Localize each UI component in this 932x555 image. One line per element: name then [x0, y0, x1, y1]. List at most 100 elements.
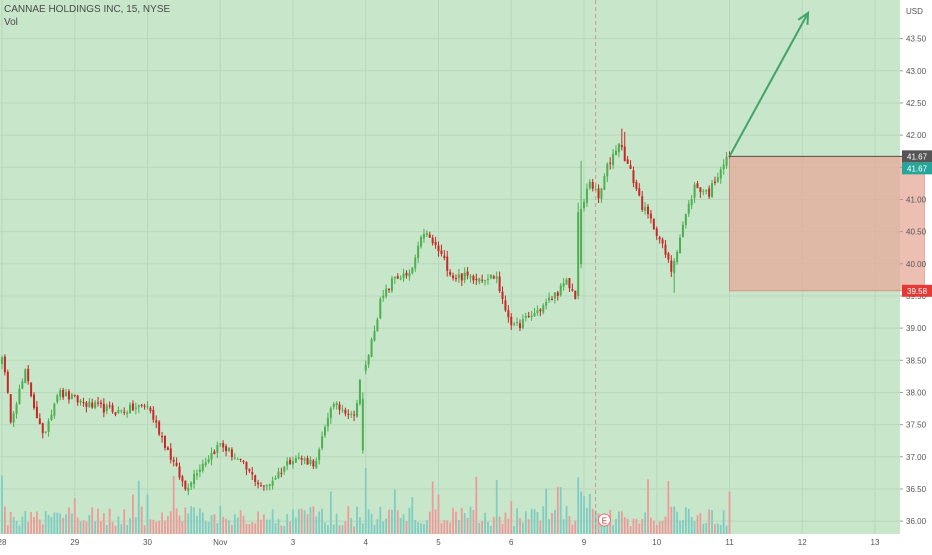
projection-arrow-head	[797, 10, 810, 25]
candle-body	[606, 163, 609, 177]
volume-bar	[137, 480, 140, 534]
volume-bar	[431, 481, 434, 534]
time-axis-panel[interactable]	[0, 534, 900, 550]
volume-bar	[487, 521, 489, 534]
price-axis-tick-label: 37.50	[906, 421, 927, 430]
volume-bar	[510, 501, 513, 534]
volume-bar	[117, 516, 120, 534]
candle-body	[76, 395, 79, 403]
volume-bar	[297, 509, 300, 534]
volume-bar	[618, 511, 620, 534]
candle-body	[50, 414, 53, 421]
volume-bar	[236, 517, 239, 534]
volume-bar	[152, 519, 155, 534]
volume-bar	[111, 522, 114, 534]
volume-bar	[225, 518, 227, 534]
volume-bar	[367, 509, 370, 534]
candle-body	[91, 402, 94, 408]
candle-body	[716, 177, 719, 183]
candle-body	[408, 273, 411, 277]
candle-body	[297, 457, 300, 459]
candle-body	[18, 388, 21, 405]
volume-bar	[591, 508, 594, 534]
volume-bar	[248, 523, 251, 534]
volume-bar	[268, 519, 271, 534]
candle-body	[565, 279, 568, 285]
candle-body	[469, 276, 472, 278]
projection-arrow-line[interactable]	[728, 12, 809, 157]
candle-body	[527, 315, 530, 317]
candle-body	[649, 213, 652, 219]
candle-body	[623, 146, 626, 161]
earnings-marker-icon[interactable]	[597, 513, 611, 527]
candle-body	[626, 159, 629, 164]
volume-bar	[414, 520, 417, 534]
price-axis-tick-label: 36.50	[906, 485, 927, 494]
candle-body	[271, 480, 274, 486]
candle-body	[638, 188, 641, 196]
volume-bar	[484, 512, 486, 534]
volume-bar	[644, 512, 647, 534]
candle-body	[521, 319, 524, 328]
candle-body	[478, 278, 481, 282]
volume-bar	[277, 518, 280, 534]
candle-body	[79, 400, 82, 403]
candle-body	[713, 181, 716, 183]
volume-bar	[699, 512, 702, 534]
candle-body	[338, 404, 341, 410]
candle-body	[44, 431, 47, 433]
candle-body	[204, 462, 207, 466]
volume-bar	[583, 496, 585, 534]
candle-body	[443, 255, 446, 259]
volume-bar	[606, 522, 609, 534]
volume-bar	[21, 516, 24, 534]
time-axis-label: 29	[70, 538, 79, 547]
candle-body	[617, 143, 620, 153]
volume-bar	[88, 514, 91, 534]
time-axis-label: 12	[798, 538, 807, 547]
candle-body	[242, 461, 245, 463]
volume-bar	[318, 511, 321, 534]
price-axis-tick-label: 40.00	[906, 260, 927, 269]
volume-bar	[388, 509, 390, 534]
time-axis-label: 30	[143, 538, 152, 547]
volume-bar	[501, 523, 504, 534]
candle-body	[6, 371, 9, 393]
candle-body	[262, 485, 265, 487]
candle-body	[615, 150, 618, 155]
candle-body	[696, 183, 699, 189]
volume-bar	[361, 523, 364, 534]
volume-bar	[303, 510, 306, 534]
volume-bar	[257, 511, 259, 534]
volume-bar	[12, 516, 15, 534]
candle-body	[315, 460, 318, 468]
volume-bar	[312, 506, 315, 534]
candle-body	[184, 480, 187, 490]
candle-body	[222, 443, 225, 448]
volume-bar	[251, 521, 254, 534]
volume-bar	[143, 525, 146, 534]
candle-body	[187, 487, 190, 491]
volume-bar	[129, 518, 131, 534]
volume-bar	[440, 523, 443, 534]
candle-body	[574, 290, 577, 300]
candle-body	[571, 288, 574, 291]
candle-body	[405, 272, 408, 276]
candle-body	[335, 402, 338, 406]
volume-bar	[719, 525, 722, 534]
risk-zone-box[interactable]	[729, 155, 925, 292]
volume-bar	[449, 522, 452, 534]
volume-bar	[70, 513, 73, 534]
volume-bar	[9, 512, 12, 534]
candle-body	[30, 382, 33, 397]
volume-bar	[452, 507, 454, 534]
volume-bar	[79, 521, 82, 534]
volume-bar	[155, 522, 158, 534]
volume-bar	[62, 517, 65, 534]
candle-body	[708, 188, 711, 197]
candle-body	[591, 182, 594, 189]
volume-bar	[498, 516, 501, 534]
candle-body	[137, 405, 140, 408]
